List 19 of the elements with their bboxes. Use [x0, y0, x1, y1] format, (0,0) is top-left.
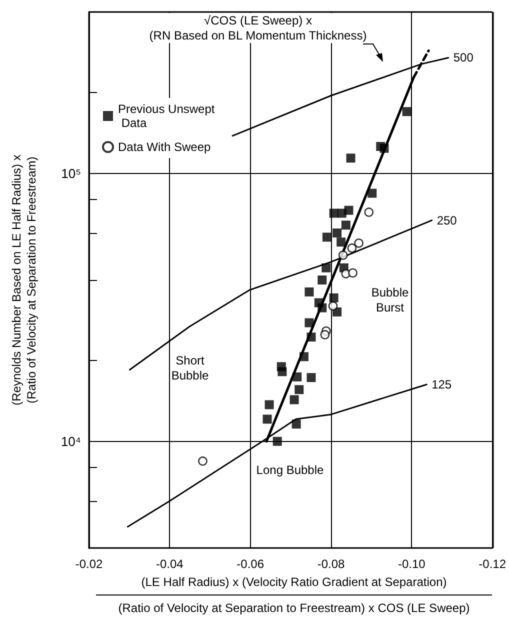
y-tick-label: 10⁴	[60, 434, 81, 449]
y-axis-title: (Reynolds Number Based on LE Half Radius) x (Ratio of Velocity at Separation to Freestream)	[10, 154, 38, 406]
annotation: Short Bubble	[171, 354, 210, 382]
x-tick-label: -0.12	[478, 557, 506, 571]
annotation: √COS (LE Sweep) x (RN Based on BL Momentum Thickness)	[149, 14, 367, 42]
series-label: 125	[432, 377, 452, 392]
annotation: Long Bubble	[256, 463, 324, 477]
x-tick-label: -0.08	[317, 557, 345, 571]
x-axis-title: (LE Half Radius) x (Velocity Ratio Gradient at Separation) (Ratio of Velocity at Separation to Freestream) x COS (LE Sweep)	[118, 575, 470, 615]
series-label: 250	[436, 213, 458, 228]
x-tick-label: -0.04	[156, 557, 184, 571]
y-tick-label: 10⁵	[61, 166, 81, 181]
legend-label: Data With Sweep	[118, 140, 212, 154]
annotation: Bubble Burst	[371, 286, 410, 314]
x-tick-label: -0.10	[398, 557, 426, 571]
x-tick-label: -0.02	[75, 557, 103, 571]
series-label: 500	[453, 50, 474, 65]
legend-label: Previous Unswept Data	[118, 102, 216, 130]
x-tick-label: -0.06	[236, 557, 264, 571]
